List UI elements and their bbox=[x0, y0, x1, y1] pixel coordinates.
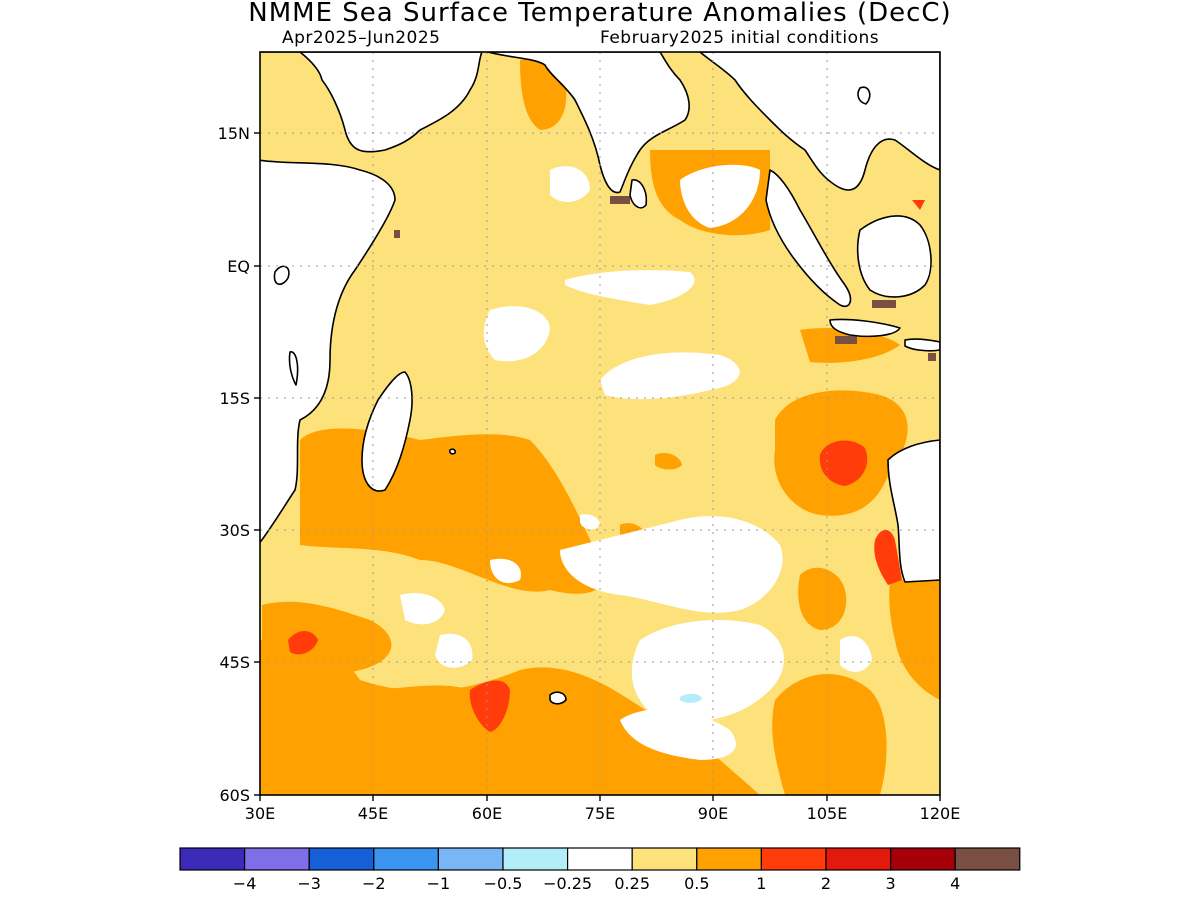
java-land bbox=[829, 318, 901, 338]
colorbar-label: 0.25 bbox=[614, 874, 650, 893]
colorbar-label: 0.5 bbox=[684, 874, 709, 893]
x-tick-label: 120E bbox=[920, 804, 961, 823]
colorbar-swatch bbox=[373, 847, 439, 871]
southeast-asia-land bbox=[699, 52, 940, 191]
colorbar-swatch bbox=[566, 847, 633, 871]
madagascar-land bbox=[361, 371, 413, 492]
x-tick-label: 75E bbox=[585, 804, 615, 823]
colorbar-label: −1 bbox=[427, 874, 451, 893]
forecast-period: Apr2025–Jun2025 bbox=[282, 28, 441, 48]
map-plot-area bbox=[260, 52, 940, 795]
africa-land bbox=[260, 159, 396, 544]
axis-ticks bbox=[254, 132, 941, 801]
colorbar-label: −0.5 bbox=[484, 874, 523, 893]
colorbar-label: 2 bbox=[821, 874, 831, 893]
india-land bbox=[487, 52, 690, 194]
sri-lanka-land bbox=[629, 179, 648, 209]
colorbar-label: 4 bbox=[950, 874, 960, 893]
kerguelen-land bbox=[549, 691, 567, 705]
colorbar-swatch bbox=[825, 847, 892, 871]
arabia-land bbox=[260, 52, 483, 153]
colorbar-label: 1 bbox=[756, 874, 766, 893]
y-tick-label: 15N bbox=[218, 124, 250, 143]
colorbar-swatch bbox=[696, 847, 762, 871]
anomaly-band-1-2 bbox=[288, 200, 925, 732]
colorbar-swatch bbox=[760, 847, 827, 871]
colorbar-label: −4 bbox=[233, 874, 257, 893]
borneo-land bbox=[856, 215, 932, 298]
y-tick-label: 30S bbox=[219, 521, 250, 540]
map-grid bbox=[260, 52, 940, 795]
colorbar-swatch bbox=[954, 847, 1021, 871]
land-masses bbox=[260, 52, 940, 705]
x-tick-label: 105E bbox=[807, 804, 848, 823]
anomaly-band-near-zero bbox=[400, 164, 872, 760]
x-tick-label: 60E bbox=[472, 804, 502, 823]
colorbar-label: −0.25 bbox=[543, 874, 592, 893]
colorbar-swatch bbox=[244, 847, 310, 871]
australia-land bbox=[887, 439, 940, 583]
colorbar bbox=[179, 847, 1021, 871]
colorbar-label: 3 bbox=[886, 874, 896, 893]
colorbar-swatch bbox=[437, 847, 504, 871]
colorbar-swatch bbox=[308, 847, 375, 871]
y-tick-label: 45S bbox=[219, 653, 250, 672]
x-tick-label: 90E bbox=[698, 804, 728, 823]
colorbar-label: −2 bbox=[362, 874, 386, 893]
y-axis-labels: 15N EQ 15S 30S 45S 60S bbox=[218, 124, 250, 805]
x-axis-labels: 30E 45E 60E 75E 90E 105E 120E bbox=[245, 804, 961, 823]
anomaly-band-neg-0.25 bbox=[680, 693, 702, 703]
y-tick-label: EQ bbox=[227, 257, 250, 276]
y-tick-label: 60S bbox=[219, 786, 250, 805]
colorbar-labels: −4 −3 −2 −1 −0.5 −0.25 0.25 0.5 1 2 3 4 bbox=[233, 874, 960, 893]
y-tick-label: 15S bbox=[219, 389, 250, 408]
x-tick-label: 45E bbox=[358, 804, 388, 823]
initial-conditions: February2025 initial conditions bbox=[600, 28, 880, 48]
colorbar-label: −3 bbox=[297, 874, 321, 893]
colorbar-swatch bbox=[631, 847, 698, 871]
x-tick-label: 30E bbox=[245, 804, 275, 823]
colorbar-swatch bbox=[179, 847, 246, 871]
map-title: NMME Sea Surface Temperature Anomalies (… bbox=[248, 0, 952, 28]
colorbar-swatch bbox=[502, 847, 569, 871]
sumatra-land bbox=[765, 169, 852, 307]
colorbar-swatch bbox=[889, 847, 956, 871]
